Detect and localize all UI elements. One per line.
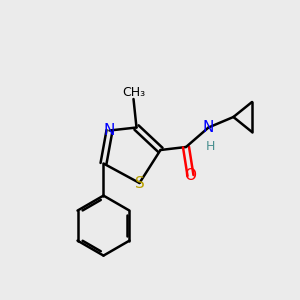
Text: H: H — [205, 140, 215, 154]
Text: N: N — [104, 123, 115, 138]
Text: N: N — [203, 120, 214, 135]
Text: O: O — [184, 168, 196, 183]
Text: CH₃: CH₃ — [122, 86, 145, 99]
Text: S: S — [135, 176, 144, 190]
